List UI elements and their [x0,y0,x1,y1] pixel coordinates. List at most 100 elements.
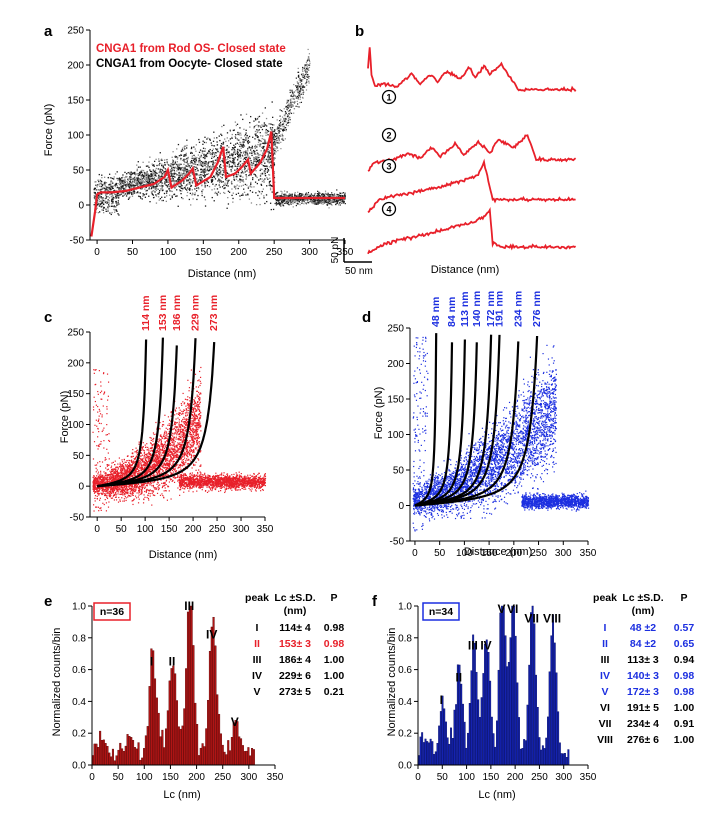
oocyte-point [97,203,100,205]
oocyte-point [294,202,296,204]
oocyte-point [270,158,272,160]
oocyte-point [213,153,216,155]
rod-os-point [127,467,130,470]
oocyte-point [324,199,326,201]
oocyte-point [287,119,290,121]
oocyte-point [245,113,248,115]
oocyte-point [167,181,169,183]
oocyte-point [146,181,149,184]
oocyte-point [297,201,299,203]
oocyte-point [242,176,244,178]
oocyte-point [340,195,342,197]
oocyte-point [212,151,214,154]
oocyte-point [250,170,253,172]
oocyte-point [115,194,117,197]
oocyte-point [215,168,217,171]
oocyte-point [335,203,337,205]
oocyte-point [172,180,175,183]
oocyte-point [117,197,120,199]
oocyte-point [200,155,203,157]
oocyte-point [205,174,207,176]
oocyte-point [301,194,303,196]
oocyte-point [191,162,193,165]
oocyte-point [289,91,291,94]
oocyte-point [292,201,294,203]
oocyte-point [240,147,242,149]
oocyte-point [267,134,269,136]
oocyte-point [202,147,205,149]
oocyte-point [164,196,166,198]
oocyte-point [163,167,165,169]
trace-number: 1 [386,93,391,103]
oocyte-point [189,181,192,183]
oocyte-point [179,190,182,192]
oocyte-point [160,172,163,175]
oocyte-point [263,149,265,151]
oocyte-point [191,194,193,196]
oocyte-point [261,173,263,175]
oocyte-point [296,86,298,88]
oocyte-point [222,143,225,145]
rod-os-point [169,471,171,473]
oocyte-point [152,180,154,182]
oocyte-point [153,170,156,173]
x-tick-label: 250 [266,247,283,258]
oocyte-point [216,188,219,190]
oocyte-point [267,153,270,155]
oocyte-point [128,178,131,180]
oocyte-point [341,192,343,194]
rod-os-point [174,448,176,450]
oocyte-point [233,163,235,166]
oocyte-point [267,170,269,172]
oocyte-point [106,202,109,204]
rod-os-point [184,421,186,424]
oocyte-point [217,158,219,160]
oocyte-point [219,158,222,160]
oocyte-point [254,144,257,147]
oocyte-point [166,186,169,188]
oocyte-point [318,202,320,204]
oocyte-point [196,156,198,159]
rod-os-point [156,428,158,430]
rod-os-point [159,476,162,478]
oocyte-point [336,193,338,196]
rod-os-point [126,471,128,473]
oocyte-point [287,121,290,124]
oocyte-point [204,185,206,187]
oocyte-point [272,149,274,151]
oocyte-point [119,189,121,191]
rod-os-point [138,473,141,475]
oocyte-point [337,195,339,197]
oocyte-point [304,77,306,80]
rod-os-point [158,488,160,490]
oocyte-point [216,144,219,146]
oocyte-point [303,86,305,88]
oocyte-point [166,158,168,161]
oocyte-point [235,134,237,136]
oocyte-point [242,155,244,157]
oocyte-point [164,161,166,164]
oocyte-point [244,139,247,141]
oocyte-point [130,192,133,194]
oocyte-point [224,157,227,159]
oocyte-point [302,199,305,201]
oocyte-point [176,180,179,182]
oocyte-point [242,145,244,147]
oocyte-point [104,201,107,203]
oocyte-point [122,185,124,187]
oocyte-point [263,145,265,148]
oocyte-point [212,164,214,166]
oocyte-point [100,188,102,191]
oocyte-point [273,139,275,141]
rod-os-point [173,471,175,473]
oocyte-point [237,180,239,182]
oocyte-point [238,154,240,156]
oocyte-point [119,186,121,189]
oocyte-point [184,170,186,172]
oocyte-point [270,141,272,143]
oocyte-point [223,187,225,190]
rod-os-point [172,476,174,479]
oocyte-point [268,152,270,154]
oocyte-point [241,145,243,147]
oocyte-point [217,151,219,153]
